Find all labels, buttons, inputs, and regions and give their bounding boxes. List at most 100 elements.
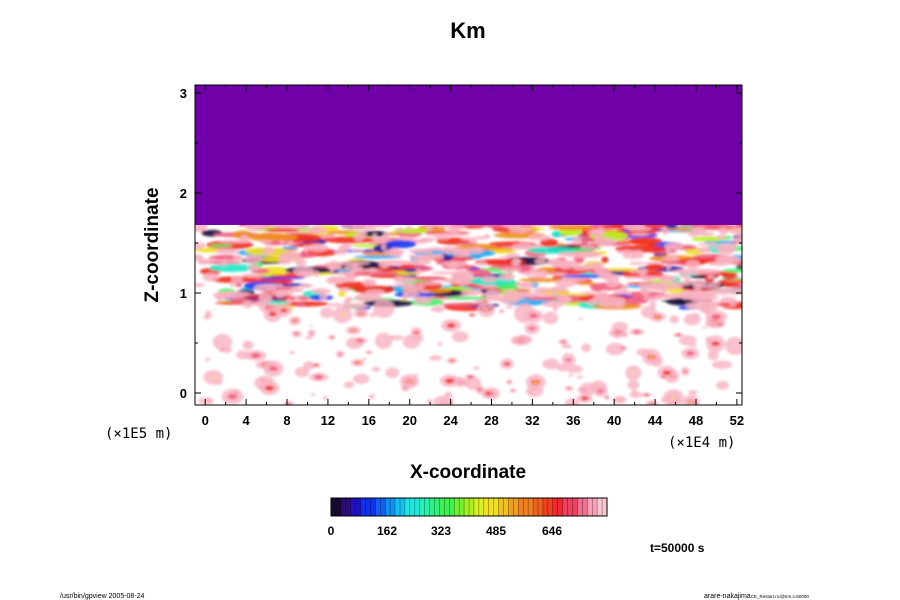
- field-blob-core: [227, 393, 238, 400]
- field-blob-core: [445, 378, 455, 384]
- chart-title: Km: [450, 18, 485, 43]
- field-streak: [548, 224, 595, 231]
- colorbar-cell: [400, 498, 406, 516]
- field-blob: [576, 375, 584, 379]
- field-halo: [666, 264, 671, 271]
- colorbar-cell: [434, 498, 440, 516]
- field-blob-core: [711, 341, 720, 347]
- field-halo: [605, 278, 620, 288]
- field-halo: [661, 256, 679, 262]
- field-halo: [295, 258, 307, 267]
- field-blob: [309, 324, 314, 327]
- field-halo: [630, 232, 650, 237]
- field-blob: [371, 366, 381, 372]
- colorbar-tick-label: 323: [431, 524, 451, 538]
- field-halo: [273, 224, 296, 229]
- field-halo: [244, 254, 263, 264]
- field-halo: [696, 246, 713, 253]
- field-blob: [374, 332, 393, 349]
- field-halo: [338, 287, 351, 292]
- field-halo: [448, 226, 459, 236]
- field-halo: [582, 265, 590, 271]
- colorbar-cell: [350, 498, 356, 516]
- colorbar-cell: [439, 498, 445, 516]
- colorbar-cell: [414, 498, 421, 516]
- colorbar-cell: [508, 498, 514, 516]
- field-streak: [629, 237, 662, 246]
- field-halo: [587, 251, 594, 258]
- colorbar-cell: [444, 498, 450, 516]
- field-halo: [728, 226, 742, 235]
- field-halo: [597, 291, 610, 300]
- field-blob-core: [268, 366, 278, 372]
- field-blob-core: [620, 346, 625, 350]
- field-streak: [556, 229, 583, 236]
- field-halo: [580, 291, 599, 295]
- x-tick-label: 16: [362, 413, 376, 428]
- field-blob: [429, 355, 442, 361]
- x-tick-label: 8: [283, 413, 290, 428]
- field-halo: [498, 273, 515, 281]
- field-halo: [195, 254, 202, 259]
- field-halo: [454, 277, 471, 286]
- field-halo: [586, 299, 596, 306]
- field-blob: [235, 350, 250, 360]
- field-blob-core: [356, 361, 360, 364]
- field-streak: [735, 303, 742, 307]
- field-halo: [367, 267, 378, 273]
- colorbar-cell: [449, 498, 455, 516]
- x-tick-label: 4: [243, 413, 251, 428]
- field-halo: [440, 246, 464, 255]
- field-streak: [353, 255, 402, 259]
- field-blob-core: [616, 399, 619, 401]
- field-blob-core: [605, 396, 609, 399]
- field-halo: [598, 273, 620, 280]
- field-blob: [701, 326, 707, 329]
- field-blob: [303, 361, 315, 370]
- field-blob: [707, 349, 719, 361]
- field-halo: [287, 240, 294, 246]
- field-blob-core: [338, 353, 342, 356]
- footer-left: /usr/bin/gpview 2005-08-24: [60, 593, 145, 600]
- colorbar-cell: [602, 498, 608, 516]
- field-streak: [722, 268, 742, 273]
- field-halo: [349, 249, 366, 253]
- field-halo: [229, 281, 235, 288]
- field-streak: [338, 290, 346, 297]
- field-streak: [209, 244, 233, 248]
- field-blob-core: [300, 371, 304, 374]
- field-halo: [681, 295, 694, 300]
- field-halo: [460, 289, 483, 296]
- field-blob-core: [671, 396, 676, 400]
- field-halo: [231, 275, 244, 284]
- field-halo: [378, 260, 390, 269]
- field-blob: [579, 382, 597, 396]
- field-halo: [631, 252, 637, 257]
- field-streak: [433, 236, 451, 240]
- field-blob-core: [529, 313, 539, 319]
- field-blob: [430, 305, 446, 313]
- field-blob: [205, 357, 210, 362]
- x-tick-label: 24: [443, 413, 458, 428]
- field-halo: [242, 300, 253, 309]
- field-halo: [659, 275, 678, 283]
- field-halo: [529, 268, 536, 273]
- field-halo: [684, 277, 691, 286]
- colorbar: [330, 497, 608, 517]
- colorbar-cell: [469, 498, 475, 516]
- field-blob: [688, 389, 698, 396]
- field-blob: [368, 394, 375, 400]
- field-halo: [559, 263, 571, 270]
- field-blob-core: [368, 351, 370, 353]
- x-tick-label: 52: [730, 413, 744, 428]
- field-halo: [202, 272, 220, 282]
- field-halo: [481, 275, 498, 283]
- field-halo: [698, 231, 715, 236]
- field-streak: [248, 233, 299, 242]
- field-blob: [343, 381, 355, 389]
- field-halo: [697, 242, 712, 246]
- colorbar-cell: [597, 498, 603, 516]
- colorbar-cell: [395, 498, 401, 516]
- field-streak: [439, 303, 487, 307]
- field-streak: [385, 239, 417, 249]
